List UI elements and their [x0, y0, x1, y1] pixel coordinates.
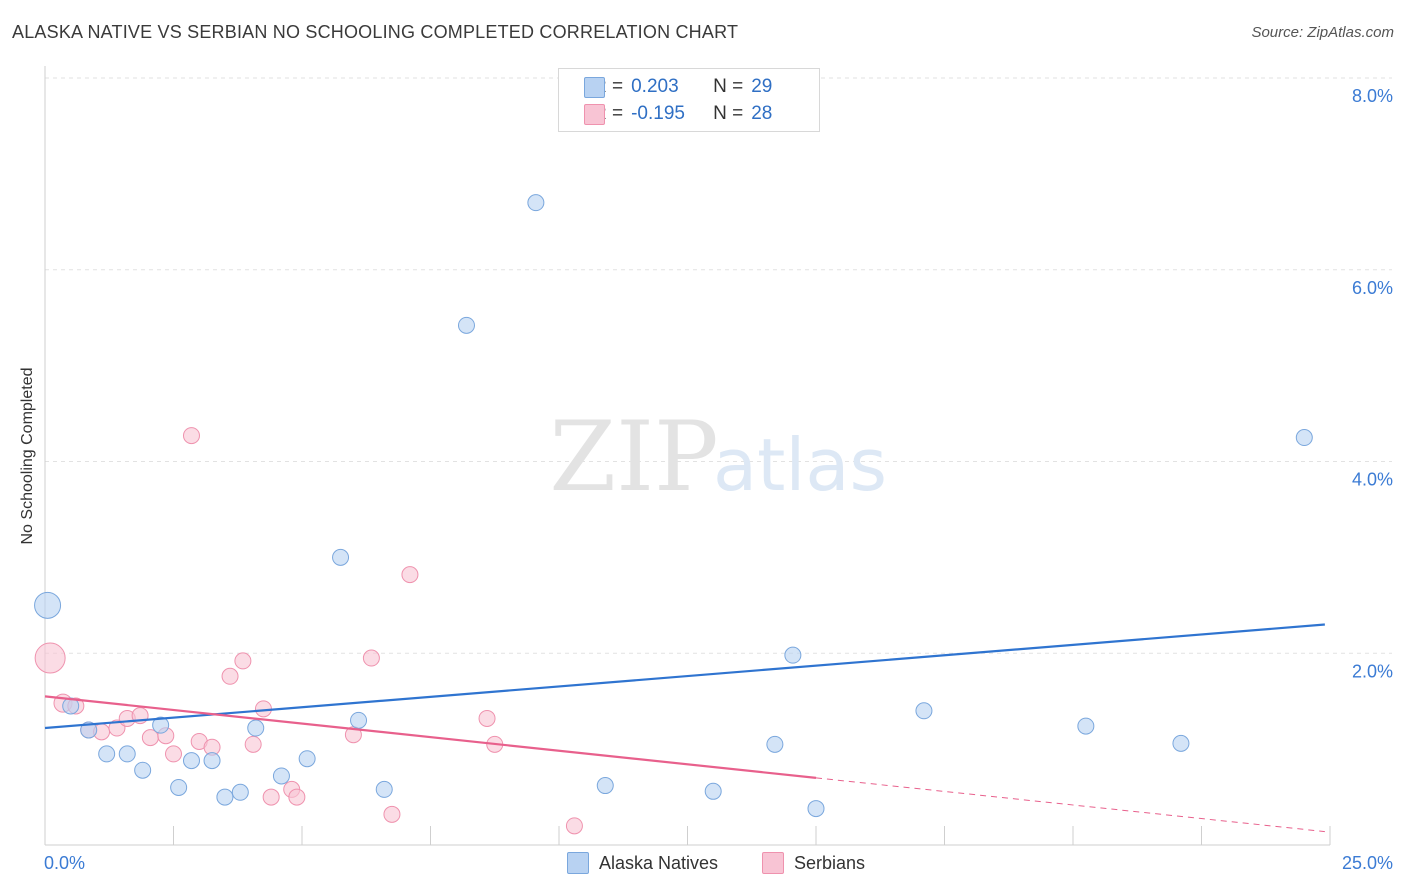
y-tick-label: 4.0%	[1352, 470, 1393, 490]
x-tick-label-max: 25.0%	[1342, 853, 1393, 873]
n-label: N =	[713, 76, 744, 97]
serbian-trend-line	[44, 695, 817, 779]
alaska-point	[182, 752, 200, 770]
serbian-point	[565, 817, 583, 835]
serbian-trend-extension	[815, 777, 1325, 833]
serbian-point	[383, 805, 401, 823]
alaska-point	[272, 767, 290, 785]
n-value: 29	[751, 76, 773, 97]
y-tick-label: 6.0%	[1352, 278, 1393, 298]
serbian-point	[165, 745, 182, 763]
points-layer	[34, 194, 1313, 835]
legend-swatch-alaska	[567, 852, 589, 874]
alaska-point	[807, 800, 825, 818]
serbian-point	[244, 735, 262, 753]
alaska-point	[247, 719, 265, 737]
watermark-zip: ZIP	[549, 401, 718, 513]
alaska-point	[203, 752, 221, 770]
alaska-point	[34, 591, 62, 619]
alaska-point	[231, 783, 249, 801]
legend-item-serbian[interactable]: Serbians	[762, 852, 865, 874]
alaska-point	[784, 646, 802, 664]
legend-row-serbian: R = -0.195 N = 28	[584, 102, 773, 126]
alaska-point	[915, 702, 933, 720]
serbian-point	[288, 788, 306, 806]
serbian-point	[478, 709, 496, 727]
alaska-point	[80, 721, 98, 739]
n-label: N =	[713, 103, 744, 124]
axis-layer	[44, 66, 1331, 846]
serbian-point	[234, 652, 252, 670]
serbian-point	[182, 427, 200, 445]
serbian-point	[362, 649, 380, 667]
r-value: -0.195	[631, 103, 685, 124]
alaska-point	[98, 745, 116, 763]
legend-label-serbian: Serbians	[794, 852, 866, 873]
legend-row-alaska: R = 0.203 N = 29	[584, 75, 773, 99]
alaska-trend-line	[44, 623, 1325, 730]
grid-layer	[45, 77, 1392, 654]
alaska-point	[457, 316, 475, 334]
legend-item-alaska[interactable]: Alaska Natives	[567, 852, 718, 874]
alaska-point	[375, 780, 393, 798]
alaska-point	[152, 716, 170, 734]
alaska-point	[62, 697, 80, 715]
alaska-point	[766, 735, 784, 753]
alaska-point	[170, 778, 188, 796]
alaska-point	[118, 745, 136, 763]
chart-title: ALASKA NATIVE VS SERBIAN NO SCHOOLING CO…	[12, 22, 739, 42]
alaska-point	[596, 777, 614, 795]
trend-layer	[44, 623, 1325, 833]
watermark: ZIP atlas	[549, 401, 887, 513]
serbian-point	[34, 642, 66, 674]
watermark-atlas: atlas	[713, 423, 887, 507]
alaska-point	[332, 548, 350, 566]
serbian-point	[401, 566, 419, 584]
alaska-point	[527, 194, 545, 212]
legend-swatch-serbian	[762, 852, 784, 874]
y-tick-label: 2.0%	[1352, 661, 1393, 681]
legend-swatch-serbian	[584, 103, 605, 125]
alaska-point	[704, 782, 722, 800]
alaska-point	[134, 761, 152, 779]
legend-swatch-alaska	[584, 76, 605, 98]
alaska-point	[216, 788, 234, 806]
correlation-legend: R = 0.203 N = 29 R = -0.195 N = 28	[558, 68, 820, 132]
alaska-point	[1172, 734, 1190, 752]
source-label: Source: ZipAtlas.com	[1251, 24, 1394, 41]
serbian-point	[262, 788, 280, 806]
alaska-point	[298, 750, 316, 768]
alaska-point	[1295, 429, 1313, 447]
serbian-point	[221, 667, 239, 685]
tick-labels: 2.0% 4.0% 6.0% 8.0% 0.0% 25.0%	[44, 86, 1393, 873]
alaska-point	[350, 711, 368, 729]
n-value: 28	[751, 103, 773, 124]
r-value: 0.203	[631, 76, 679, 97]
y-tick-label: 8.0%	[1352, 86, 1393, 106]
alaska-point	[1077, 717, 1095, 735]
x-tick-label-min: 0.0%	[44, 853, 85, 873]
legend-label-alaska: Alaska Natives	[599, 852, 719, 873]
